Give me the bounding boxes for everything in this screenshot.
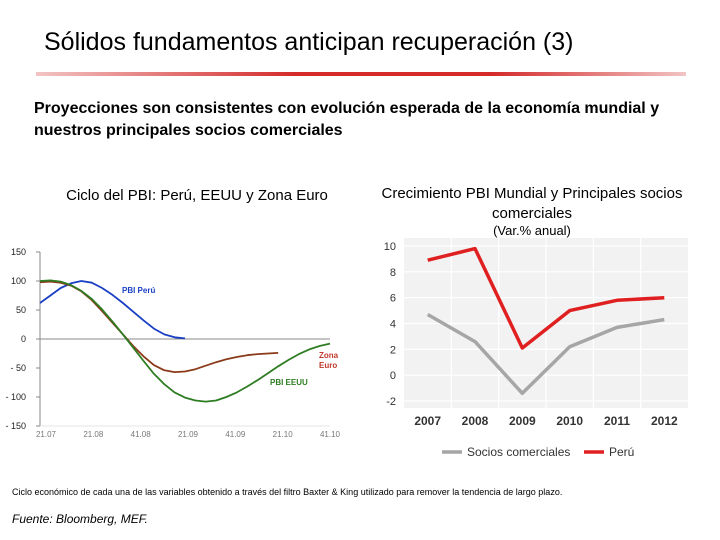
- growth-y-tick-label: -2: [386, 396, 396, 408]
- series-socios-line: [426, 312, 665, 396]
- title-underline: [36, 72, 686, 76]
- left-y-tick-label: - 50: [10, 363, 26, 373]
- legend-peru-label: Perú: [609, 445, 634, 459]
- right-chart-unit: (Var.% anual): [493, 223, 571, 238]
- left-x-tick-label: 21.09: [178, 430, 199, 439]
- slide-subtitle: Proyecciones son consistentes con evoluc…: [34, 100, 660, 139]
- label-pbi-eeuu: PBI EEUU: [270, 378, 308, 387]
- left-y-tick-label: 0: [21, 334, 26, 344]
- source-note: Fuente: Bloomberg, MEF.: [12, 512, 148, 526]
- series-eeuu-line: [39, 279, 331, 403]
- legend-socios-label: Socios comerciales: [467, 445, 570, 459]
- label-zona: Zona: [319, 351, 339, 360]
- growth-x-tick-label: 2010: [556, 414, 583, 428]
- series-peru-line: [39, 280, 186, 340]
- growth-y-tick-label: 4: [390, 319, 396, 331]
- footnote: Ciclo económico de cada una de las varia…: [12, 487, 563, 497]
- growth-x-tick-label: 2008: [462, 414, 489, 428]
- growth-x-tick-label: 2009: [509, 414, 536, 428]
- left-x-tick-label: 21.08: [83, 430, 104, 439]
- left-x-tick-label: 41.09: [225, 430, 246, 439]
- slide-title: Sólidos fundamentos anticipan recuperaci…: [44, 28, 574, 56]
- growth-y-tick-label: 0: [390, 370, 396, 382]
- growth-y-tick-label: 6: [390, 293, 396, 305]
- left-x-tick-label: 41.10: [320, 430, 341, 439]
- left-y-tick-label: 100: [11, 276, 26, 286]
- left-y-tick-label: 50: [16, 305, 26, 315]
- left-x-tick-label: 21.10: [273, 430, 294, 439]
- series-peru-growth-line: [427, 246, 665, 350]
- left-x-tick-label: 41.08: [131, 430, 152, 439]
- left-y-tick-label: 150: [11, 247, 26, 257]
- growth-x-tick-label: 2011: [604, 414, 630, 428]
- left-y-tick-label: - 150: [5, 421, 26, 431]
- growth-x-tick-label: 2007: [414, 414, 441, 428]
- right-chart-title: Crecimiento PBI Mundial y Principales so…: [381, 185, 683, 222]
- growth-y-tick-label: 2: [390, 344, 396, 356]
- label-pbi-peru: PBI Perú: [122, 286, 155, 295]
- left-x-tick-label: 21.07: [36, 430, 57, 439]
- label-euro: Euro: [319, 361, 337, 370]
- left-y-tick-label: - 100: [5, 392, 26, 402]
- growth-x-tick-label: 2012: [651, 414, 678, 428]
- growth-y-tick-label: 8: [390, 267, 396, 279]
- left-chart-title: Ciclo del PBI: Perú, EEUU y Zona Euro: [66, 187, 328, 204]
- growth-y-tick-label: 10: [384, 241, 396, 253]
